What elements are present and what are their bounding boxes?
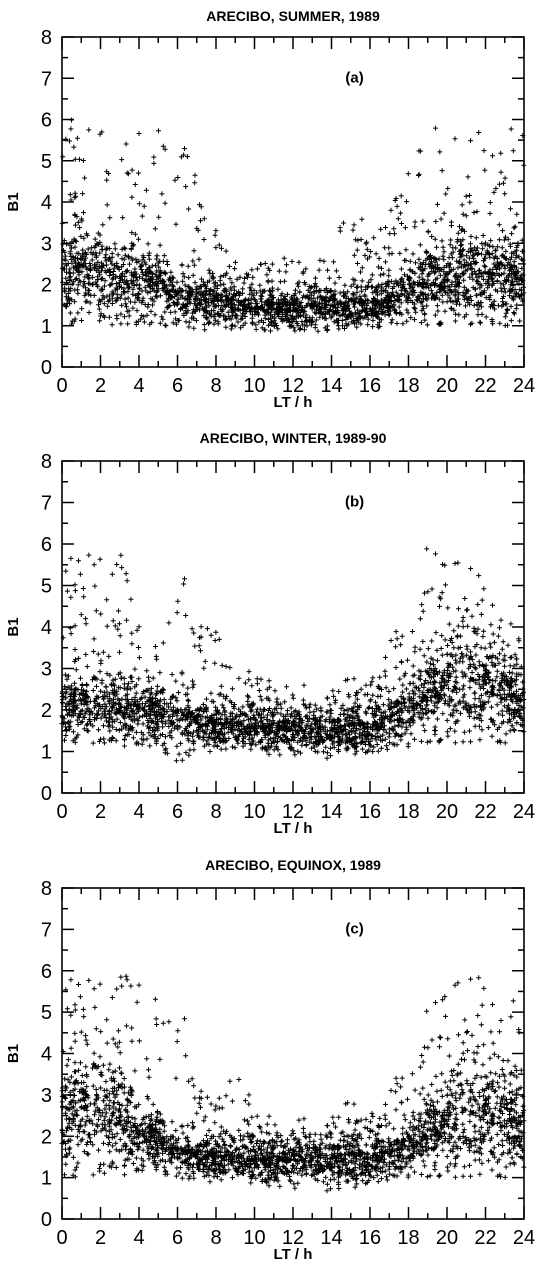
y-tick-label: 0 [41, 783, 52, 805]
x-tick-label: 6 [172, 801, 183, 823]
chart-title: ARECIBO, SUMMER, 1989 [206, 8, 380, 24]
panel-label: (c) [345, 921, 363, 938]
panel-label: (b) [345, 494, 364, 511]
x-tick-label: 24 [513, 1227, 535, 1249]
y-tick-label: 3 [41, 233, 52, 255]
x-tick-label: 16 [359, 375, 381, 397]
y-tick-label: 6 [41, 961, 52, 983]
x-tick-label: 18 [397, 1227, 419, 1249]
x-axis-label: LT / h [274, 394, 313, 411]
x-tick-label: 0 [56, 1227, 67, 1249]
x-tick-label: 8 [210, 375, 221, 397]
y-tick-label: 0 [41, 357, 52, 379]
x-tick-label: 2 [95, 801, 106, 823]
y-tick-label: 2 [41, 1126, 52, 1148]
x-axis-label: LT / h [274, 1246, 313, 1263]
x-tick-label: 20 [436, 375, 458, 397]
panel-label: (a) [345, 69, 363, 86]
x-tick-label: 22 [474, 801, 496, 823]
x-tick-label: 16 [359, 1227, 381, 1249]
y-tick-label: 5 [41, 1002, 52, 1024]
scatter-markers [59, 117, 527, 334]
data-points [59, 546, 527, 764]
y-tick-label: 8 [41, 878, 52, 900]
chart-title: ARECIBO, WINTER, 1989-90 [200, 430, 387, 446]
x-tick-label: 2 [95, 1227, 106, 1249]
y-tick-label: 8 [41, 27, 52, 49]
chart-title: ARECIBO, EQUINOX, 1989 [205, 857, 381, 873]
y-tick-label: 1 [41, 742, 52, 764]
y-tick-label: 1 [41, 316, 52, 338]
x-axis-label: LT / h [274, 820, 313, 837]
x-tick-label: 10 [243, 1227, 265, 1249]
data-points [59, 973, 527, 1194]
x-tick-label: 16 [359, 801, 381, 823]
x-tick-label: 10 [243, 801, 265, 823]
x-tick-label: 12 [282, 801, 304, 823]
axis-ticks [61, 460, 525, 794]
x-tick-label: 6 [172, 375, 183, 397]
chart-panel-2: ARECIBO, WINTER, 1989-900 2 4 6 8 10 12 14 16 18 2… [5, 430, 535, 837]
y-tick-label: 2 [41, 275, 52, 297]
x-tick-label: 20 [436, 801, 458, 823]
y-tick-label: 7 [41, 493, 52, 515]
x-tick-label: 14 [320, 801, 342, 823]
x-tick-label: 4 [133, 801, 144, 823]
y-tick-label: 7 [41, 919, 52, 941]
axis-ticks [61, 887, 525, 1220]
x-tick-label: 14 [320, 375, 342, 397]
x-tick-label: 24 [513, 375, 535, 397]
x-tick-label: 0 [56, 801, 67, 823]
y-tick-label: 5 [41, 151, 52, 173]
x-tick-label: 8 [210, 1227, 221, 1249]
y-tick-label: 5 [41, 576, 52, 598]
y-axis-label: B1 [5, 617, 22, 636]
plot-frame [61, 460, 525, 794]
x-tick-label: 22 [474, 375, 496, 397]
x-tick-label: 18 [397, 801, 419, 823]
x-tick-label: 10 [243, 375, 265, 397]
y-axis-label: B1 [5, 1044, 22, 1063]
y-tick-label: 6 [41, 110, 52, 132]
y-tick-label: 1 [41, 1168, 52, 1190]
x-tick-label: 4 [133, 1227, 144, 1249]
scatter-markers [59, 546, 527, 764]
y-axis-label: B1 [5, 192, 22, 211]
x-tick-label: 18 [397, 375, 419, 397]
y-tick-label: 4 [41, 617, 52, 639]
y-tick-label: 3 [41, 659, 52, 681]
y-tick-label: 0 [41, 1209, 52, 1231]
x-tick-label: 8 [210, 801, 221, 823]
x-tick-label: 4 [133, 375, 144, 397]
y-tick-label: 4 [41, 1044, 52, 1066]
x-tick-label: 22 [474, 1227, 496, 1249]
y-tick-label: 3 [41, 1085, 52, 1107]
data-points [59, 117, 527, 334]
x-tick-label: 0 [56, 375, 67, 397]
x-tick-label: 12 [282, 1227, 304, 1249]
x-tick-label: 20 [436, 1227, 458, 1249]
y-tick-label: 7 [41, 68, 52, 90]
x-tick-label: 24 [513, 801, 535, 823]
axis-ticks [61, 36, 525, 368]
plot-frame [61, 36, 525, 368]
y-tick-label: 4 [41, 192, 52, 214]
y-tick-label: 2 [41, 700, 52, 722]
x-tick-label: 12 [282, 375, 304, 397]
x-tick-label: 2 [95, 375, 106, 397]
scatter-markers [59, 973, 527, 1194]
x-tick-label: 6 [172, 1227, 183, 1249]
plot-frame [61, 887, 525, 1220]
y-tick-label: 8 [41, 451, 52, 473]
x-tick-label: 14 [320, 1227, 342, 1249]
y-tick-label: 6 [41, 534, 52, 556]
